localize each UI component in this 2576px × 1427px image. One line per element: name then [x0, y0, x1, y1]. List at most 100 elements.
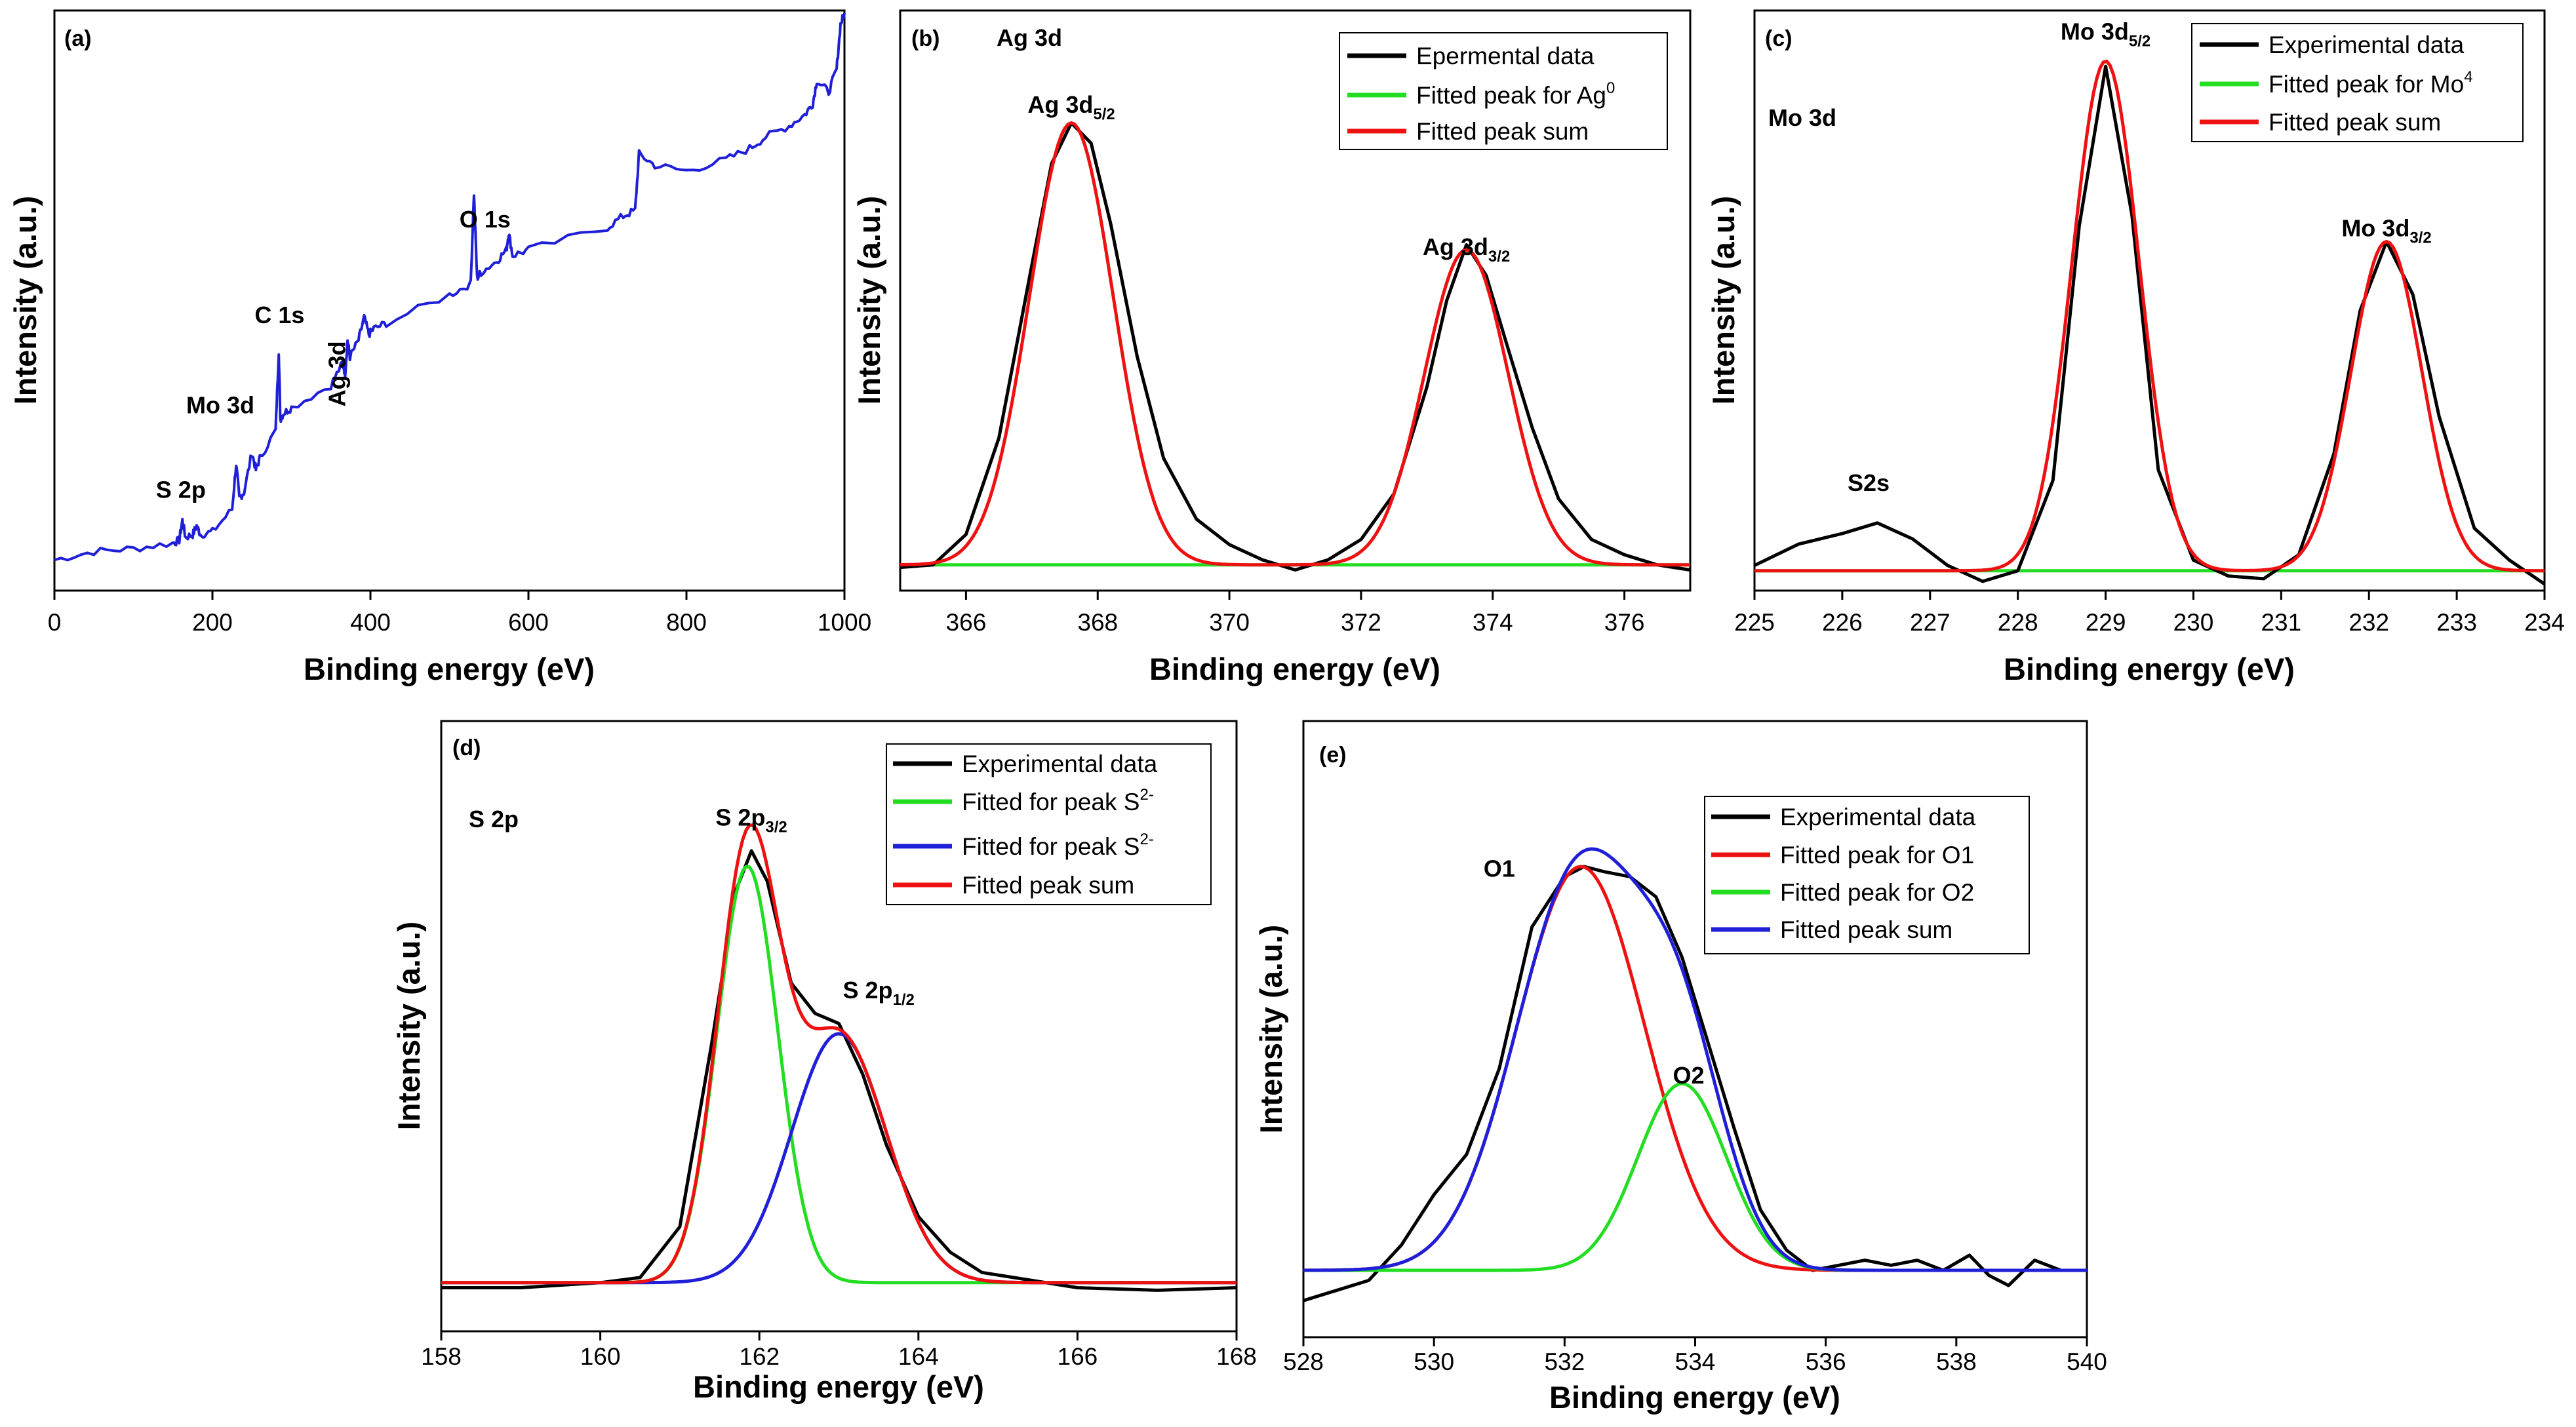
panel-e-tick-label-5: 538	[1936, 1348, 1977, 1375]
panel-c-frame	[1753, 9, 2546, 592]
panel-c-ylabel: Intensity (a.u.)	[1706, 196, 1741, 405]
panel-e-legend-label-3: Fitted peak sum	[1780, 916, 1952, 943]
panel-a-annotation-4-text: O 1s	[460, 206, 511, 233]
panel-c-annotation-0: Mo 3d5/2	[2061, 18, 2150, 50]
panel-d-series	[441, 823, 1237, 1292]
panel-c-tick-label-1: 226	[1822, 609, 1863, 636]
panel-b-legend-label-1-text: Fitted peak for Ag	[1416, 82, 1606, 109]
panel-d-legend-label-2-sup: 2-	[1139, 831, 1153, 848]
panel-c-tick-label-7: 232	[2348, 609, 2389, 636]
panel-a-annotation-1-text: Mo 3d	[186, 392, 254, 419]
panel-c-label: (c)	[1765, 26, 1793, 51]
panel-b-xlabel: Binding energy (eV)	[1149, 652, 1440, 686]
panel-c-title: Mo 3d	[1768, 104, 1836, 131]
panel-d-legend-label-1-text: Fitted for peak S	[962, 789, 1139, 815]
panel-d-series-experimental	[441, 849, 1237, 1292]
panel-c-annotation-0-sub: 5/2	[2129, 33, 2150, 50]
panel-e: (e) Binding energy (eV) Intensity (a.u.)…	[1254, 720, 2107, 1415]
panel-d-tick-label-4: 166	[1058, 1343, 1098, 1370]
panel-e-legend: Experimental data Fitted peak for O1 Fit…	[1704, 796, 2030, 954]
panel-a-annotation-0-text: S 2p	[156, 477, 206, 503]
panel-b-series-experimental	[900, 121, 1691, 572]
panel-b-tick-label-2: 370	[1209, 609, 1250, 636]
panel-c-legend-label-2: Fitted peak sum	[2269, 109, 2441, 136]
panel-c-legend-label-1-sup: 4	[2464, 68, 2472, 86]
panel-d-xlabel: Binding energy (eV)	[693, 1369, 984, 1404]
panel-d-tick-label-2: 162	[739, 1343, 780, 1370]
panel-e-tick-label-6: 540	[2067, 1348, 2107, 1375]
panel-c-legend-label-0: Experimental data	[2269, 31, 2465, 58]
panel-d-annotation-0-sub: 3/2	[765, 818, 787, 836]
panel-b-title: Ag 3d	[997, 24, 1062, 51]
panel-b-ylabel: Intensity (a.u.)	[852, 196, 886, 405]
panel-a-annotations: S 2p Mo 3d C 1s Ag 3d O 1s	[156, 206, 511, 503]
panel-d-annotations: S 2p3/2S 2p1/2	[715, 804, 914, 1009]
panel-a-ylabel: Intensity (a.u.)	[8, 196, 43, 405]
panel-c-legend: Experimental data Fitted peak for Mo4 Fi…	[2191, 23, 2524, 142]
panel-c-tick-label-6: 231	[2261, 609, 2301, 636]
panel-c-annotation-2-text: S2s	[1848, 469, 1890, 496]
panel-d-tick-label-0: 158	[421, 1343, 462, 1370]
panel-b-annotations: Ag 3d5/2Ag 3d3/2	[1027, 91, 1510, 265]
panel-e-annotation-0-text: O1	[1484, 855, 1515, 882]
panel-a-xlabel: Binding energy (eV)	[304, 652, 595, 686]
panel-c-annotation-2: S2s	[1848, 469, 1890, 496]
panel-e-legend-label-1: Fitted peak for O1	[1780, 842, 1974, 869]
panel-c-annotation-0-text: Mo 3d	[2061, 18, 2129, 45]
panel-d-annotation-0-text: S 2p	[715, 804, 765, 831]
panel-a-annotation-2: C 1s	[254, 302, 304, 328]
panel-d-series-fitted-peak-0	[441, 865, 1237, 1285]
panel-a-tick-label-0: 0	[48, 609, 62, 636]
panel-d-annotation-1-sub: 1/2	[892, 991, 914, 1009]
panel-a-annotation-4: O 1s	[460, 206, 511, 233]
panel-c-series	[1753, 60, 2546, 586]
panel-b: (b) Ag 3d Binding energy (eV) Intensity …	[852, 9, 1692, 686]
panel-b-frame	[899, 9, 1692, 592]
panel-a-tick-label-4: 800	[666, 609, 707, 636]
panel-c-tick-label-9: 234	[2524, 609, 2565, 636]
panel-e-series-experimental	[1303, 865, 2087, 1302]
panel-e-tick-label-1: 530	[1414, 1348, 1454, 1375]
panel-d-legend-label-2: Fitted for peak S2-	[962, 831, 1154, 860]
panel-d-title: S 2p	[469, 806, 519, 832]
panel-b-ticks: 366 368 370 372 374 376	[946, 591, 1645, 636]
panel-e-tick-label-2: 532	[1544, 1348, 1585, 1375]
panel-b-annotation-0-text: Ag 3d	[1027, 91, 1093, 118]
panel-c-tick-label-3: 228	[1998, 609, 2038, 636]
panel-d-legend-label-1-sup: 2-	[1139, 786, 1153, 804]
panel-b-series	[900, 121, 1691, 572]
panel-c-annotation-1: Mo 3d3/2	[2341, 214, 2431, 246]
panel-d-legend: Experimental data Fitted for peak S2- Fi…	[886, 743, 1212, 905]
panel-c-legend-label-1-text: Fitted peak for Mo	[2269, 71, 2464, 98]
panel-d-annotation-1-text: S 2p	[842, 977, 892, 1004]
panel-b-tick-label-5: 376	[1604, 609, 1645, 636]
panel-a-tick-label-5: 1000	[818, 609, 871, 636]
panel-d-legend-label-3: Fitted peak sum	[962, 872, 1134, 899]
panel-e-ticks: 528 530 532 534 536 538 540	[1283, 1337, 2107, 1375]
panel-c-ticks: 225 226 227 228 229 230 231 232 233 234	[1734, 591, 2565, 636]
panel-e-series-fitted-sum	[1303, 847, 2087, 1272]
panel-a-annotation-3-text: Ag 3d	[323, 341, 350, 406]
panel-d-ylabel: Intensity (a.u.)	[391, 922, 426, 1131]
panel-e-annotation-1-text: O2	[1673, 1062, 1705, 1089]
panel-a-tick-label-1: 200	[192, 609, 233, 636]
panel-a-annotation-2-text: C 1s	[254, 302, 304, 328]
panel-a-tick-label-2: 400	[350, 609, 391, 636]
panel-b-legend-label-1: Fitted peak for Ag0	[1416, 79, 1615, 109]
panel-d-tick-label-1: 160	[580, 1343, 621, 1370]
panel-e-legend-label-0: Experimental data	[1780, 804, 1976, 831]
panel-c-tick-label-5: 230	[2173, 609, 2214, 636]
panel-c-tick-label-8: 233	[2436, 609, 2477, 636]
panel-c-legend-label-1: Fitted peak for Mo4	[2269, 68, 2473, 98]
panel-c-tick-label-2: 227	[1910, 609, 1951, 636]
panel-b-label: (b)	[911, 26, 940, 51]
panel-d: (d) S 2p Binding energy (eV) Intensity (…	[391, 720, 1257, 1404]
panel-d-ticks: 158 160 162 164 166 168	[421, 1331, 1257, 1370]
panel-b-legend-label-1-sup: 0	[1606, 79, 1615, 97]
panel-d-annotation-1: S 2p1/2	[842, 977, 914, 1009]
panel-e-xlabel: Binding energy (eV)	[1549, 1380, 1840, 1415]
panel-b-legend-label-2: Fitted peak sum	[1416, 118, 1589, 145]
panel-e-series	[1303, 847, 2087, 1302]
panel-c-series-experimental	[1753, 64, 2546, 586]
